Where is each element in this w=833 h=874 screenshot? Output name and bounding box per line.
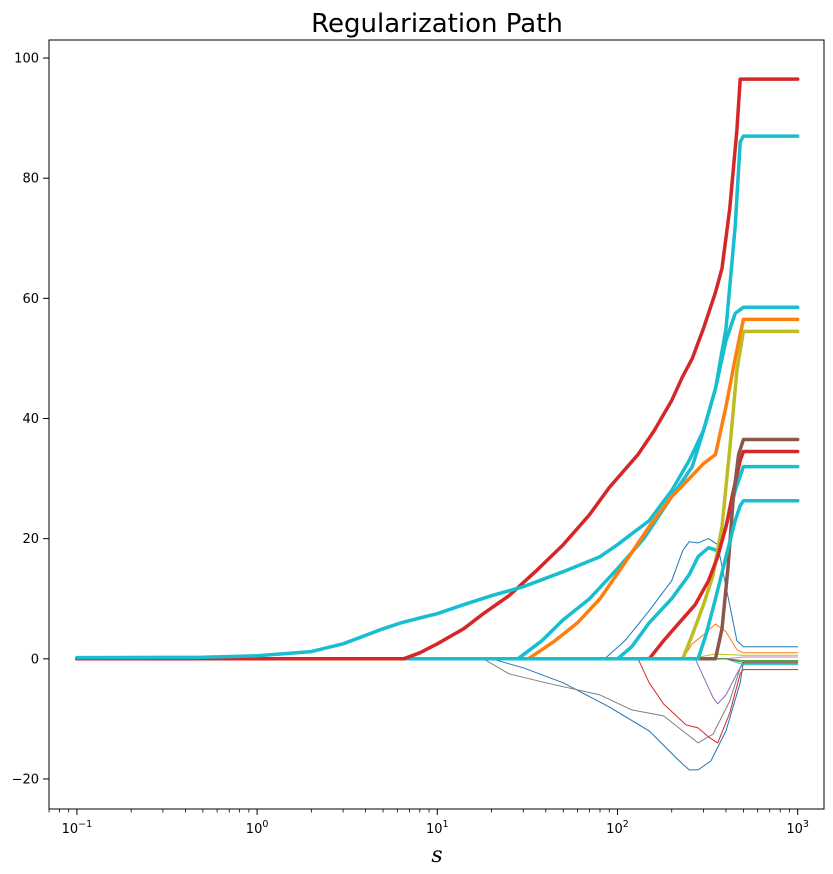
chart-title: Regularization Path <box>311 9 563 39</box>
series-line-4 <box>77 659 798 704</box>
y-tick-label: −20 <box>12 772 39 787</box>
series-line-1 <box>77 659 798 770</box>
y-tick-label: 40 <box>22 412 39 427</box>
x-axis: 10−1 100 101 102 103 <box>49 809 809 837</box>
y-axis: −20 0 20 40 60 80 100 <box>12 52 49 788</box>
series-line-20 <box>77 136 798 658</box>
x-tick-label: 101 <box>426 819 449 837</box>
x-tick-label: 102 <box>606 819 629 837</box>
x-axis-label: s <box>431 843 442 868</box>
y-tick-label: 60 <box>22 292 39 307</box>
series-line-13 <box>77 319 798 658</box>
y-tick-label: 100 <box>14 52 39 67</box>
y-tick-label: 20 <box>22 532 39 547</box>
series-line-3 <box>77 659 798 743</box>
series-line-2 <box>77 659 798 743</box>
y-tick-label: 80 <box>22 172 39 187</box>
series-line-14 <box>77 467 798 659</box>
series-layer <box>77 79 798 770</box>
plot-frame <box>49 40 824 809</box>
x-tick-label: 10−1 <box>62 819 93 837</box>
series-line-16 <box>77 452 798 659</box>
series-line-18 <box>77 501 798 659</box>
x-tick-label: 100 <box>246 819 269 837</box>
y-tick-label: 0 <box>31 652 39 667</box>
x-tick-label: 103 <box>786 819 809 837</box>
